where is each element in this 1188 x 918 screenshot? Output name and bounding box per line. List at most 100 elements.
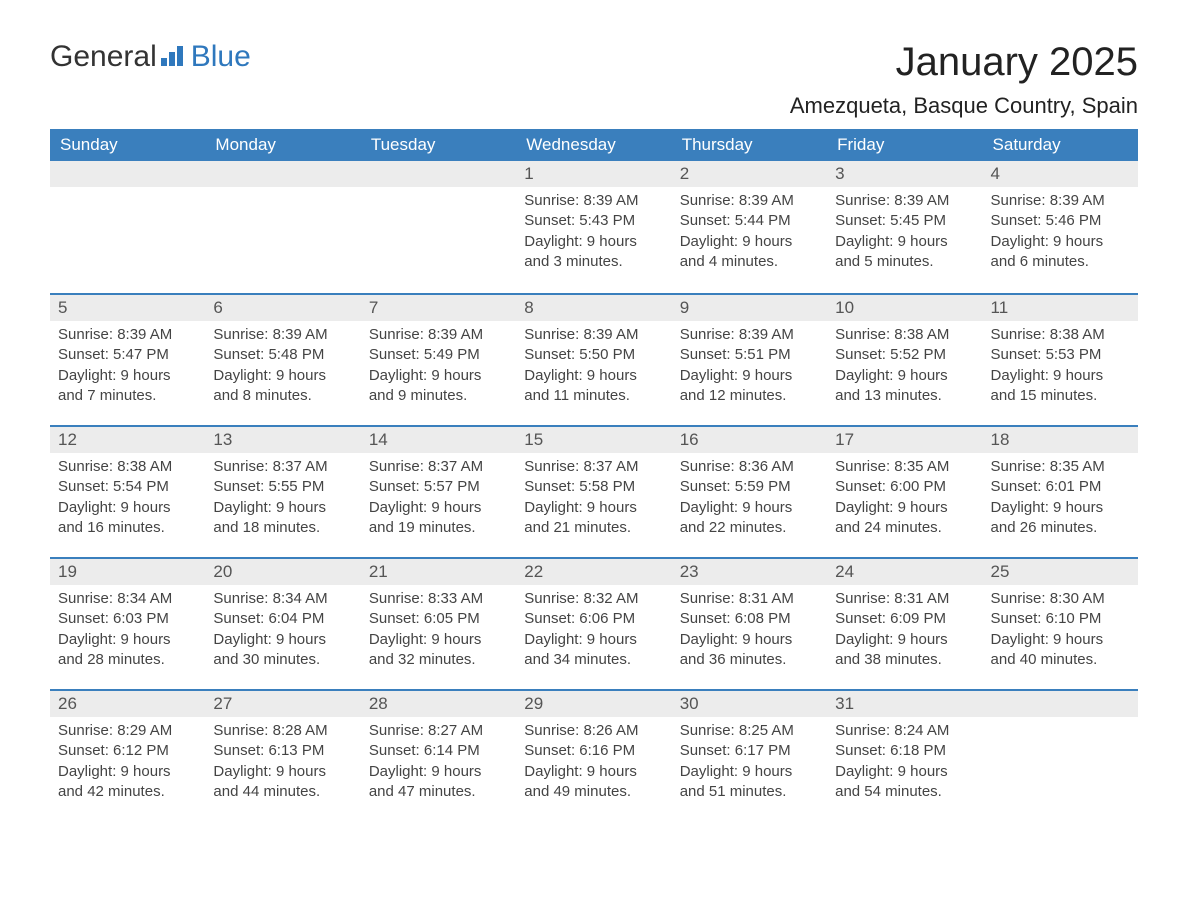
day-number: 10 — [827, 295, 982, 321]
day-number: 4 — [983, 161, 1138, 187]
day-info: Sunrise: 8:39 AMSunset: 5:45 PMDaylight:… — [827, 187, 982, 284]
daylight-text: Daylight: 9 hours and 47 minutes. — [369, 762, 508, 803]
sunrise-text: Sunrise: 8:39 AM — [680, 325, 819, 345]
daylight-text: Daylight: 9 hours and 24 minutes. — [835, 498, 974, 539]
sunset-text: Sunset: 6:01 PM — [991, 477, 1130, 497]
daylight-text: Daylight: 9 hours and 34 minutes. — [524, 630, 663, 671]
day-cell: 17Sunrise: 8:35 AMSunset: 6:00 PMDayligh… — [827, 427, 982, 557]
daylight-text: Daylight: 9 hours and 28 minutes. — [58, 630, 197, 671]
sunset-text: Sunset: 5:55 PM — [213, 477, 352, 497]
sunset-text: Sunset: 5:44 PM — [680, 211, 819, 231]
day-number — [50, 161, 205, 187]
daylight-text: Daylight: 9 hours and 32 minutes. — [369, 630, 508, 671]
day-number: 22 — [516, 559, 671, 585]
daylight-text: Daylight: 9 hours and 8 minutes. — [213, 366, 352, 407]
daylight-text: Daylight: 9 hours and 12 minutes. — [680, 366, 819, 407]
sunset-text: Sunset: 6:12 PM — [58, 741, 197, 761]
daylight-text: Daylight: 9 hours and 38 minutes. — [835, 630, 974, 671]
sunrise-text: Sunrise: 8:39 AM — [835, 191, 974, 211]
day-info: Sunrise: 8:39 AMSunset: 5:46 PMDaylight:… — [983, 187, 1138, 284]
daylight-text: Daylight: 9 hours and 26 minutes. — [991, 498, 1130, 539]
day-info: Sunrise: 8:31 AMSunset: 6:08 PMDaylight:… — [672, 585, 827, 682]
day-number: 17 — [827, 427, 982, 453]
sunrise-text: Sunrise: 8:26 AM — [524, 721, 663, 741]
sunrise-text: Sunrise: 8:39 AM — [58, 325, 197, 345]
daylight-text: Daylight: 9 hours and 21 minutes. — [524, 498, 663, 539]
weekday-header-row: Sunday Monday Tuesday Wednesday Thursday… — [50, 129, 1138, 161]
sunset-text: Sunset: 5:52 PM — [835, 345, 974, 365]
day-number — [361, 161, 516, 187]
sunrise-text: Sunrise: 8:35 AM — [991, 457, 1130, 477]
day-cell: 3Sunrise: 8:39 AMSunset: 5:45 PMDaylight… — [827, 161, 982, 293]
day-info: Sunrise: 8:39 AMSunset: 5:49 PMDaylight:… — [361, 321, 516, 418]
day-number: 15 — [516, 427, 671, 453]
week-row: 5Sunrise: 8:39 AMSunset: 5:47 PMDaylight… — [50, 293, 1138, 425]
day-info: Sunrise: 8:24 AMSunset: 6:18 PMDaylight:… — [827, 717, 982, 814]
sunset-text: Sunset: 5:47 PM — [58, 345, 197, 365]
day-cell: 14Sunrise: 8:37 AMSunset: 5:57 PMDayligh… — [361, 427, 516, 557]
sunrise-text: Sunrise: 8:38 AM — [835, 325, 974, 345]
day-number: 3 — [827, 161, 982, 187]
sunrise-text: Sunrise: 8:36 AM — [680, 457, 819, 477]
daylight-text: Daylight: 9 hours and 7 minutes. — [58, 366, 197, 407]
day-cell: 24Sunrise: 8:31 AMSunset: 6:09 PMDayligh… — [827, 559, 982, 689]
day-number: 5 — [50, 295, 205, 321]
sunset-text: Sunset: 5:48 PM — [213, 345, 352, 365]
month-title: January 2025 — [790, 40, 1138, 85]
bars-icon — [161, 40, 189, 74]
day-number: 1 — [516, 161, 671, 187]
sunrise-text: Sunrise: 8:28 AM — [213, 721, 352, 741]
day-number: 31 — [827, 691, 982, 717]
sunrise-text: Sunrise: 8:38 AM — [991, 325, 1130, 345]
day-info: Sunrise: 8:26 AMSunset: 6:16 PMDaylight:… — [516, 717, 671, 814]
day-number: 26 — [50, 691, 205, 717]
weekday-header: Monday — [205, 129, 360, 161]
sunset-text: Sunset: 5:54 PM — [58, 477, 197, 497]
day-cell: 5 Sunrise: 8:39 AMSunset: 5:47 PMDaylight… — [50, 295, 205, 425]
daylight-text: Daylight: 9 hours and 4 minutes. — [680, 232, 819, 273]
sunrise-text: Sunrise: 8:31 AM — [835, 589, 974, 609]
day-info: Sunrise: 8:39 AMSunset: 5:50 PMDaylight:… — [516, 321, 671, 418]
day-number: 2 — [672, 161, 827, 187]
day-info: Sunrise: 8:33 AMSunset: 6:05 PMDaylight:… — [361, 585, 516, 682]
sunset-text: Sunset: 5:59 PM — [680, 477, 819, 497]
day-number: 24 — [827, 559, 982, 585]
day-info: Sunrise: 8:28 AMSunset: 6:13 PMDaylight:… — [205, 717, 360, 814]
sunset-text: Sunset: 6:13 PM — [213, 741, 352, 761]
day-number: 23 — [672, 559, 827, 585]
weekday-header: Saturday — [983, 129, 1138, 161]
day-cell: 29Sunrise: 8:26 AMSunset: 6:16 PMDayligh… — [516, 691, 671, 821]
week-row: 1 Sunrise: 8:39 AM Sunset: 5:43 PM Daylight… — [50, 161, 1138, 293]
day-info: Sunrise: 8:32 AMSunset: 6:06 PMDaylight:… — [516, 585, 671, 682]
sunrise-text: Sunrise: 8:37 AM — [369, 457, 508, 477]
sunset-text: Sunset: 5:58 PM — [524, 477, 663, 497]
day-info: Sunrise: 8:38 AMSunset: 5:53 PMDaylight:… — [983, 321, 1138, 418]
sunset-text: Sunset: 6:14 PM — [369, 741, 508, 761]
day-number: 9 — [672, 295, 827, 321]
day-number: 28 — [361, 691, 516, 717]
day-number: 11 — [983, 295, 1138, 321]
sunset-text: Sunset: 5:50 PM — [524, 345, 663, 365]
daylight-text: Daylight: 9 hours and 16 minutes. — [58, 498, 197, 539]
sunrise-text: Sunrise: 8:24 AM — [835, 721, 974, 741]
day-cell: 15Sunrise: 8:37 AMSunset: 5:58 PMDayligh… — [516, 427, 671, 557]
daylight-text: Daylight: 9 hours and 40 minutes. — [991, 630, 1130, 671]
sunset-text: Sunset: 6:10 PM — [991, 609, 1130, 629]
sunset-text: Sunset: 5:43 PM — [524, 211, 663, 231]
sunset-text: Sunset: 6:08 PM — [680, 609, 819, 629]
daylight-text: Daylight: 9 hours and 13 minutes. — [835, 366, 974, 407]
sunrise-text: Sunrise: 8:39 AM — [369, 325, 508, 345]
sunset-text: Sunset: 6:06 PM — [524, 609, 663, 629]
daylight-text: Daylight: 9 hours and 22 minutes. — [680, 498, 819, 539]
sunset-text: Sunset: 5:53 PM — [991, 345, 1130, 365]
brand-part2: Blue — [191, 40, 251, 74]
day-cell: 27Sunrise: 8:28 AMSunset: 6:13 PMDayligh… — [205, 691, 360, 821]
day-cell — [983, 691, 1138, 821]
day-info: Sunrise: 8:38 AMSunset: 5:54 PMDaylight:… — [50, 453, 205, 550]
sunset-text: Sunset: 6:17 PM — [680, 741, 819, 761]
weekday-header: Wednesday — [516, 129, 671, 161]
sunset-text: Sunset: 5:46 PM — [991, 211, 1130, 231]
day-number: 6 — [205, 295, 360, 321]
sunrise-text: Sunrise: 8:34 AM — [213, 589, 352, 609]
calendar: Sunday Monday Tuesday Wednesday Thursday… — [50, 129, 1138, 821]
